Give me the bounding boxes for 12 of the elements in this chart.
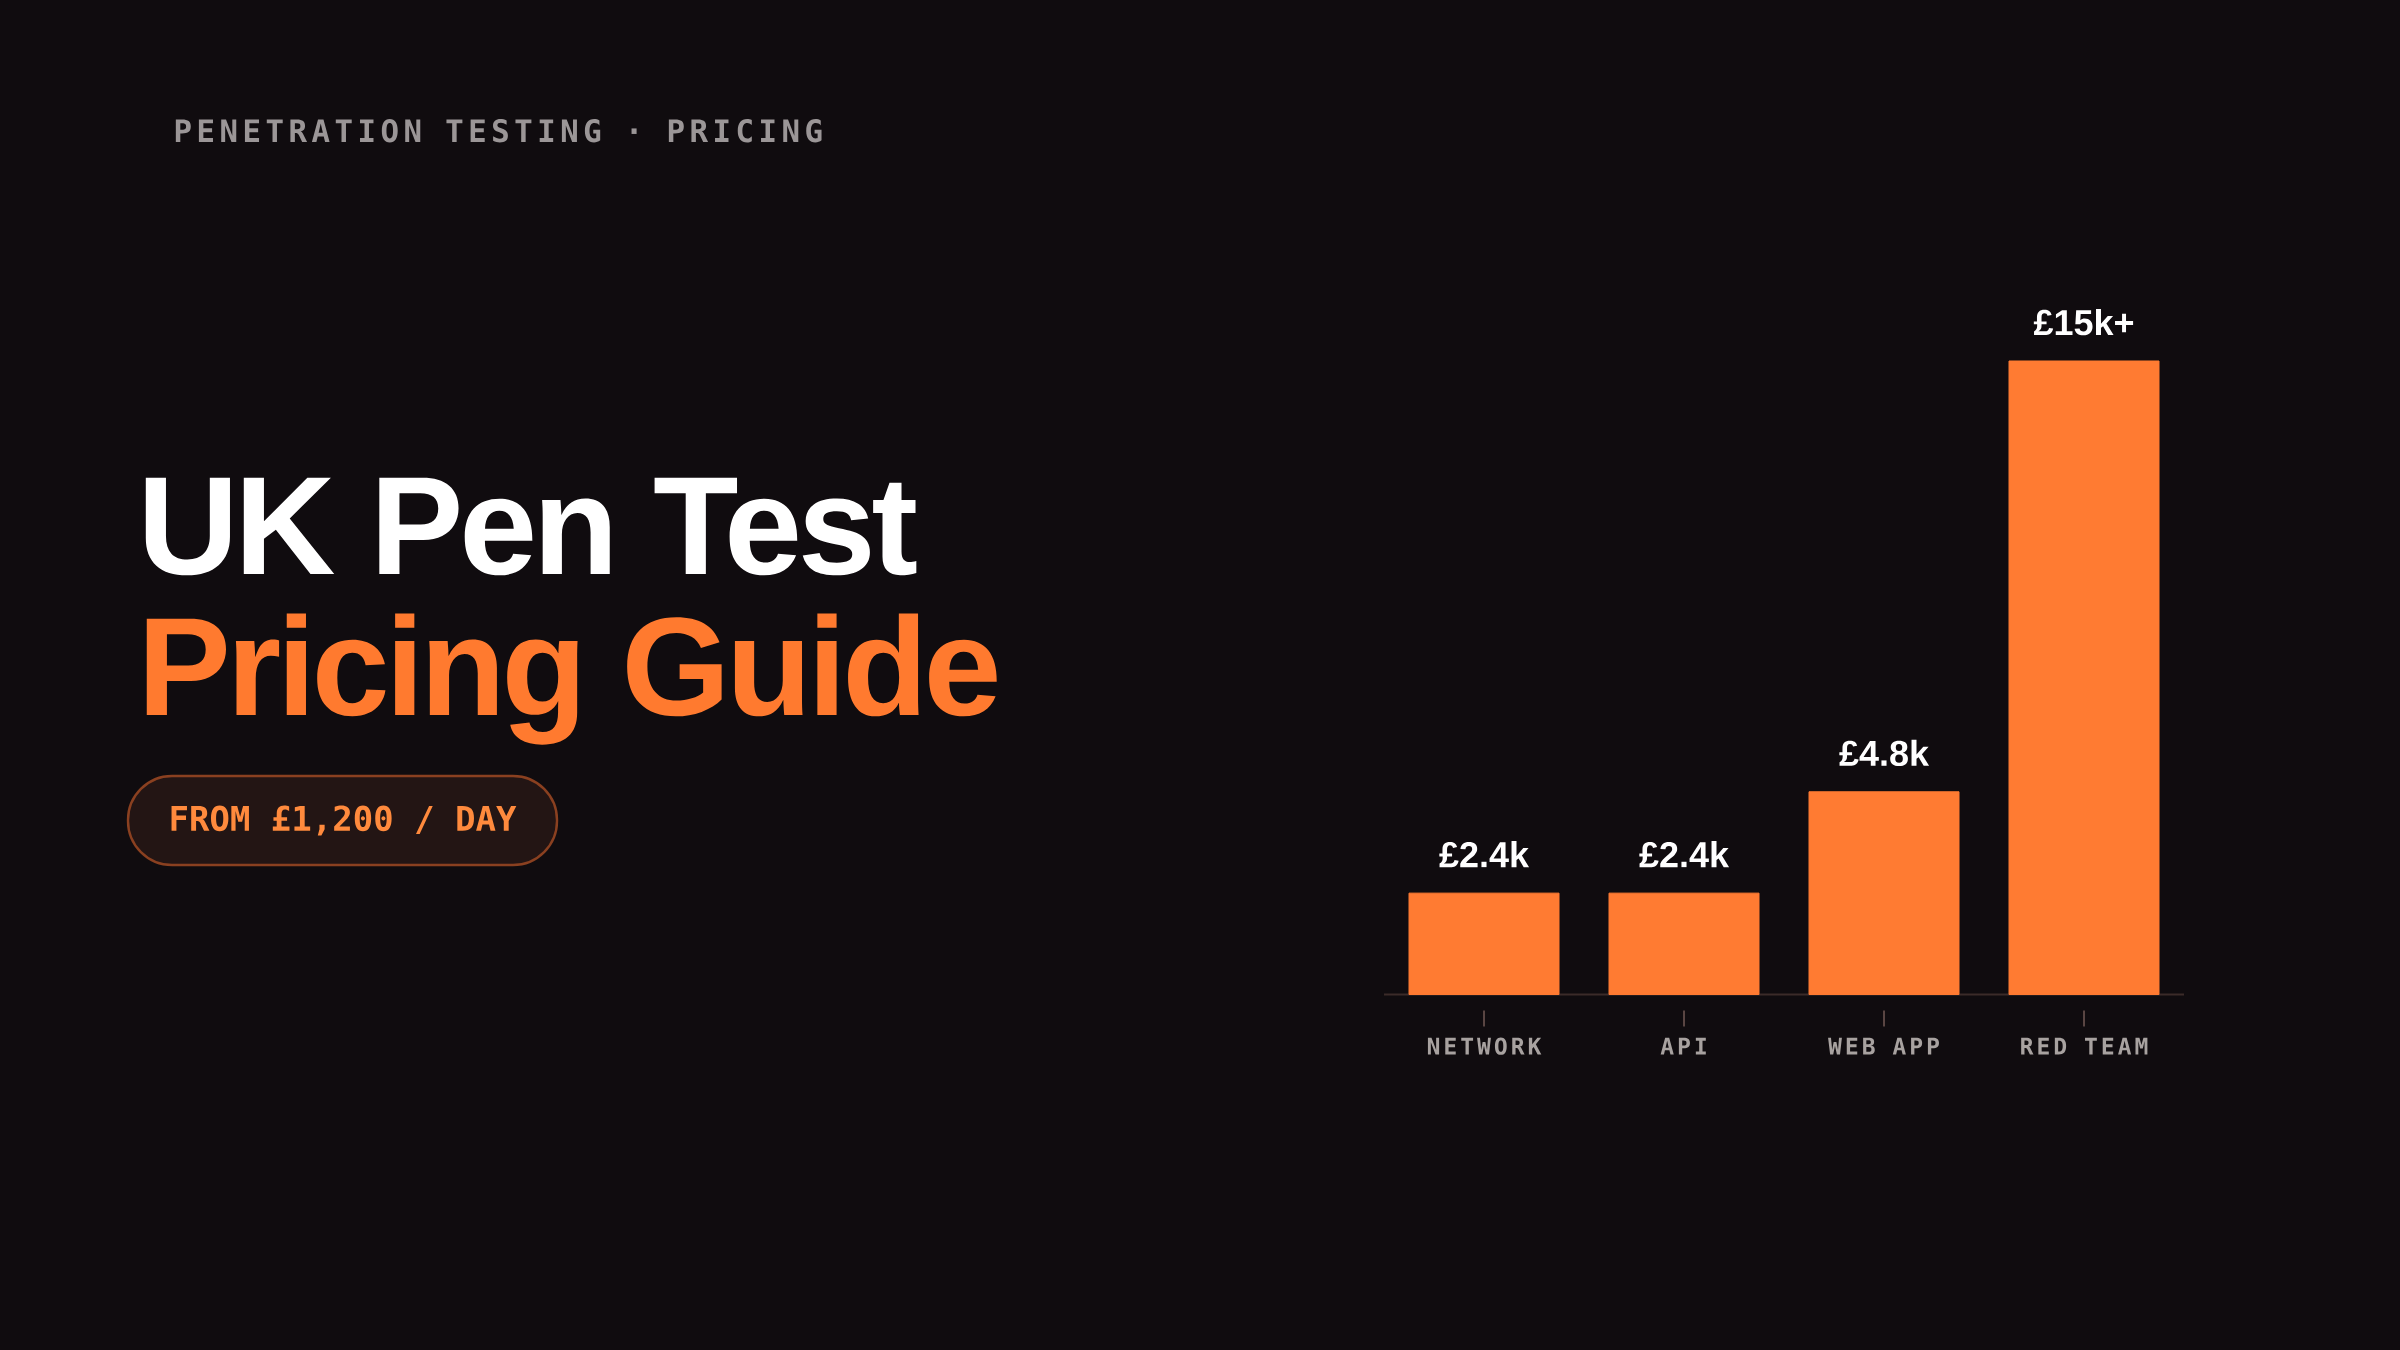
data-label: £15k+ (2033, 308, 2134, 336)
text: UK Pen Test (145, 477, 917, 576)
x-tick-label: RED TEAM (2021, 1037, 2148, 1055)
x-tick-label: NETWORK (1427, 1037, 1542, 1055)
data-label: £2.4k (1639, 841, 1730, 868)
text: FROM £1,200 / DAY (171, 805, 517, 836)
text: Pricing Guide (146, 613, 997, 745)
data-label: £4.8k (1839, 739, 1930, 767)
x-tick-label: WEB APP (1828, 1037, 1939, 1055)
text: PENETRATION TESTING · PRICING (175, 118, 822, 143)
x-tick-label: API (1660, 1037, 1706, 1055)
data-label: £2.4k (1439, 841, 1530, 868)
